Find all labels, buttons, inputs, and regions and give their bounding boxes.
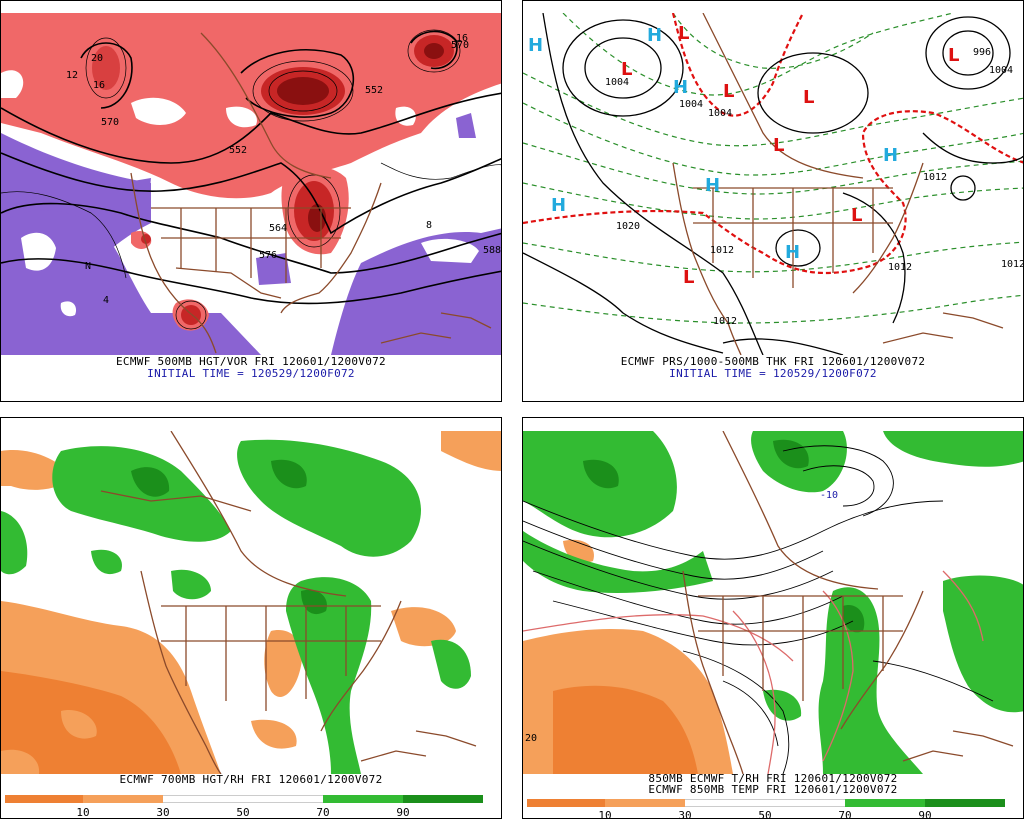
svg-text:996: 996 [973, 47, 991, 58]
svg-text:8: 8 [426, 220, 432, 231]
moist-region-north [52, 446, 231, 542]
svg-text:12: 12 [66, 70, 78, 81]
map-caption: ECMWF 500MB HGT/VOR FRI 120601/1200V072 [116, 355, 386, 368]
svg-text:588: 588 [483, 245, 501, 256]
svg-text:1020: 1020 [616, 221, 640, 232]
moist-region-east [286, 577, 372, 774]
panel-500mb-hgt-vor: 552 564 570 576 588 12 16 20 8 4 N 552 5… [0, 0, 502, 402]
high-pressure-marker: H [528, 35, 543, 56]
initial-time: INITIAL TIME = 120529/1200F072 [669, 367, 877, 380]
rh-colorbar-labels: 10 30 50 70 90 [76, 806, 410, 819]
pressure-map: H H H H H H H L L L L L L L L 1004 1004 … [523, 13, 1024, 355]
low-pressure-marker: L [621, 59, 632, 80]
svg-text:L: L [851, 205, 862, 226]
border-us-mexico [175, 267, 282, 299]
rh-colorbar [527, 799, 1005, 807]
svg-text:1012: 1012 [888, 262, 912, 273]
map-caption-1: 850MB ECMWF T/RH FRI 120601/1200V072 [648, 772, 898, 785]
isobar-label: 1004 [605, 77, 629, 88]
svg-text:1004: 1004 [708, 108, 732, 119]
svg-text:4: 4 [103, 295, 109, 306]
svg-text:576: 576 [259, 250, 277, 261]
svg-text:L: L [803, 87, 814, 108]
svg-text:L: L [683, 267, 694, 288]
moist-region-east [818, 587, 923, 774]
coastline-east [280, 182, 382, 314]
panel-700mb-hgt-rh: ECMWF 700MB HGT/RH FRI 120601/1200V072 1… [0, 417, 502, 819]
svg-text:L: L [773, 135, 784, 156]
map-caption: ECMWF 700MB HGT/RH FRI 120601/1200V072 [119, 773, 383, 786]
rh-colorbar-labels: 10 30 50 70 90 [598, 809, 932, 819]
vorticity-map: 552 564 570 576 588 12 16 20 8 4 N 552 5… [1, 13, 501, 355]
svg-text:1012: 1012 [1001, 259, 1024, 270]
svg-text:564: 564 [269, 223, 287, 234]
thickness-540-line [523, 110, 1023, 275]
svg-text:16: 16 [456, 33, 468, 44]
svg-text:H: H [785, 242, 800, 263]
svg-text:N: N [85, 261, 91, 272]
svg-text:570: 570 [101, 117, 119, 128]
initial-time: INITIAL TIME = 120529/1200F072 [147, 367, 355, 380]
svg-text:H: H [647, 25, 662, 46]
panel-prs-thk: H H H H H H H L L L L L L L L 1004 1004 … [522, 0, 1024, 402]
temp-label: 20 [525, 733, 537, 744]
svg-text:1004: 1004 [989, 65, 1013, 76]
panel-850mb-t-rh: -10 20 850MB ECMWF T/RH FRI 120601/1200V… [522, 417, 1024, 819]
svg-text:20: 20 [91, 53, 103, 64]
rh-colorbar [5, 795, 483, 803]
map-caption-2: ECMWF 850MB TEMP FRI 120601/1200V072 [648, 783, 898, 796]
svg-text:H: H [551, 195, 566, 216]
temp-label: -10 [820, 490, 838, 501]
svg-text:H: H [883, 145, 898, 166]
svg-text:570: 570 [451, 40, 469, 51]
contour-label: 552 [365, 85, 383, 96]
svg-text:H: H [673, 77, 688, 98]
svg-text:H: H [705, 175, 720, 196]
svg-text:L: L [948, 45, 959, 66]
svg-text:L: L [723, 81, 734, 102]
svg-text:1012: 1012 [923, 172, 947, 183]
coastline-west [130, 172, 217, 354]
svg-text:1012: 1012 [710, 245, 734, 256]
svg-text:1012: 1012 [713, 316, 737, 327]
positive-vorticity-north [1, 13, 501, 199]
rh-700-map [1, 431, 501, 774]
svg-text:L: L [678, 23, 689, 44]
temp-rh-850-map: -10 20 [523, 431, 1023, 774]
map-caption: ECMWF PRS/1000-500MB THK FRI 120601/1200… [620, 355, 926, 368]
svg-text:552: 552 [229, 145, 247, 156]
svg-text:16: 16 [93, 80, 105, 91]
svg-text:1004: 1004 [679, 99, 703, 110]
